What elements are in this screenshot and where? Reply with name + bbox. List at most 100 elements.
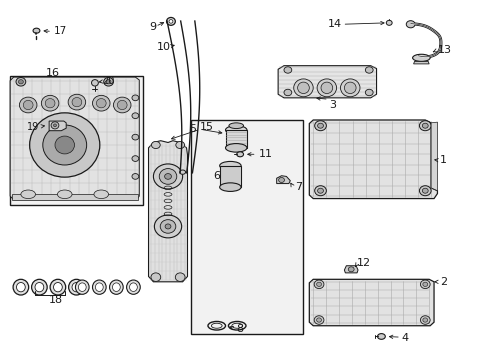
Ellipse shape	[229, 123, 244, 129]
Text: 15: 15	[200, 122, 214, 132]
Ellipse shape	[97, 99, 106, 108]
Ellipse shape	[126, 280, 140, 294]
Ellipse shape	[132, 95, 139, 101]
Ellipse shape	[220, 183, 241, 192]
Polygon shape	[309, 279, 434, 326]
Ellipse shape	[57, 190, 72, 199]
Ellipse shape	[151, 141, 160, 149]
Text: 8: 8	[236, 324, 244, 334]
Bar	[225, 130, 247, 148]
Ellipse shape	[33, 28, 40, 33]
Ellipse shape	[43, 125, 87, 165]
Ellipse shape	[45, 99, 55, 108]
Ellipse shape	[294, 79, 313, 97]
Ellipse shape	[92, 80, 98, 86]
Ellipse shape	[165, 174, 172, 179]
Ellipse shape	[176, 141, 185, 149]
Text: 20: 20	[103, 76, 115, 86]
Ellipse shape	[159, 168, 177, 184]
Ellipse shape	[30, 113, 100, 177]
Polygon shape	[414, 62, 429, 64]
Ellipse shape	[106, 80, 111, 84]
Polygon shape	[10, 77, 139, 200]
Ellipse shape	[423, 282, 428, 287]
Bar	[10, 76, 143, 205]
Ellipse shape	[419, 121, 431, 131]
Ellipse shape	[132, 134, 139, 140]
Polygon shape	[344, 266, 358, 273]
Text: 7: 7	[294, 182, 302, 192]
Ellipse shape	[31, 279, 47, 295]
Ellipse shape	[151, 273, 161, 282]
Ellipse shape	[24, 100, 33, 110]
Ellipse shape	[35, 283, 44, 292]
Ellipse shape	[13, 279, 29, 295]
Ellipse shape	[55, 136, 74, 154]
Ellipse shape	[284, 67, 292, 73]
Ellipse shape	[423, 318, 428, 322]
Ellipse shape	[132, 174, 139, 179]
Text: 11: 11	[259, 149, 272, 159]
Ellipse shape	[419, 186, 431, 196]
Polygon shape	[12, 194, 138, 200]
Ellipse shape	[321, 82, 333, 94]
Ellipse shape	[377, 334, 385, 339]
Polygon shape	[278, 66, 376, 98]
Text: 16: 16	[46, 68, 60, 78]
Text: 1: 1	[440, 156, 447, 165]
Ellipse shape	[53, 124, 56, 127]
Ellipse shape	[237, 152, 244, 157]
Ellipse shape	[318, 123, 323, 128]
Ellipse shape	[75, 280, 89, 294]
Ellipse shape	[314, 280, 324, 289]
Ellipse shape	[51, 122, 59, 129]
Text: 10: 10	[157, 42, 171, 52]
Ellipse shape	[72, 98, 82, 107]
Ellipse shape	[225, 144, 247, 152]
Ellipse shape	[53, 283, 62, 292]
Ellipse shape	[317, 318, 321, 322]
Ellipse shape	[93, 280, 106, 294]
Ellipse shape	[318, 188, 323, 193]
Bar	[220, 166, 241, 187]
Ellipse shape	[16, 77, 26, 86]
Ellipse shape	[68, 94, 86, 110]
Ellipse shape	[69, 279, 84, 295]
Ellipse shape	[315, 186, 326, 196]
Text: 19: 19	[27, 122, 40, 132]
Ellipse shape	[175, 273, 185, 282]
Ellipse shape	[160, 220, 176, 233]
Ellipse shape	[129, 283, 137, 292]
Ellipse shape	[315, 121, 326, 131]
Ellipse shape	[113, 283, 120, 292]
Ellipse shape	[132, 156, 139, 161]
Ellipse shape	[422, 188, 428, 193]
Text: 6: 6	[214, 171, 220, 181]
Ellipse shape	[165, 224, 171, 229]
Ellipse shape	[284, 89, 292, 96]
Polygon shape	[148, 141, 188, 282]
Polygon shape	[277, 176, 290, 184]
Text: 14: 14	[328, 19, 342, 29]
Ellipse shape	[132, 113, 139, 118]
Polygon shape	[431, 122, 438, 191]
Ellipse shape	[19, 80, 24, 84]
Ellipse shape	[50, 279, 66, 295]
Ellipse shape	[117, 100, 127, 110]
Ellipse shape	[341, 79, 360, 97]
Ellipse shape	[297, 82, 309, 94]
Ellipse shape	[110, 280, 123, 294]
Ellipse shape	[41, 95, 59, 111]
Ellipse shape	[314, 316, 324, 324]
Ellipse shape	[154, 215, 182, 238]
Ellipse shape	[366, 89, 373, 96]
Ellipse shape	[21, 190, 35, 199]
Text: 5: 5	[189, 123, 196, 134]
Bar	[192, 120, 303, 334]
Ellipse shape	[422, 123, 428, 128]
Ellipse shape	[420, 280, 430, 289]
Text: 3: 3	[329, 100, 336, 110]
Text: 18: 18	[49, 295, 63, 305]
Text: 12: 12	[357, 258, 371, 268]
Ellipse shape	[167, 18, 175, 25]
